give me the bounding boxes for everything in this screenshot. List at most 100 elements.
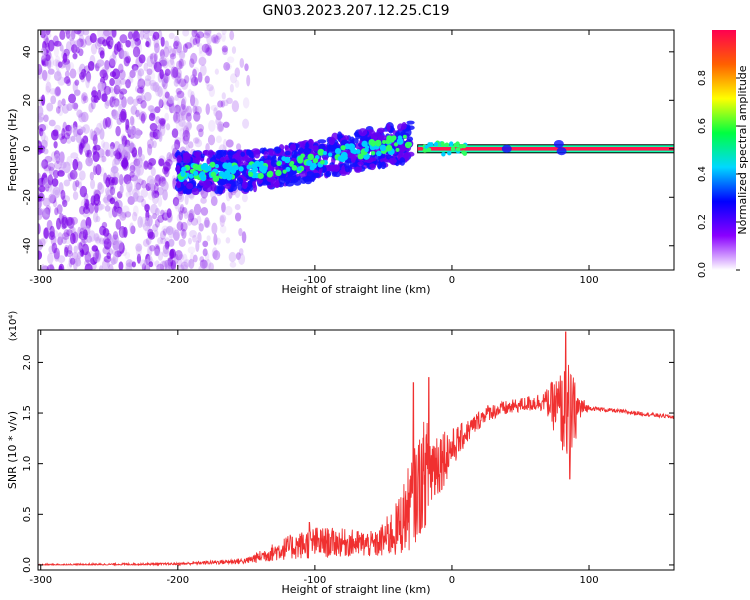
drift-band-peak (312, 157, 319, 164)
noise-speckle (147, 70, 156, 82)
noise-speckle (169, 53, 175, 66)
noise-speckle (241, 231, 247, 244)
noise-speckle (66, 229, 73, 237)
noise-speckle (41, 265, 49, 270)
drift-band-peak (306, 160, 313, 167)
drift-band-cell (304, 176, 313, 185)
noise-speckle (63, 76, 71, 84)
noise-speckle (154, 174, 162, 187)
noise-speckle (119, 88, 128, 95)
noise-speckle (244, 63, 249, 72)
noise-speckle (201, 43, 210, 53)
drift-band-cell (219, 156, 227, 163)
noise-speckle (84, 251, 92, 264)
drift-band-cell (290, 175, 299, 184)
noise-speckle (148, 105, 155, 113)
noise-speckle (51, 242, 58, 254)
noise-speckle (151, 190, 157, 199)
noise-speckle (133, 66, 138, 73)
noise-speckle (178, 206, 186, 215)
noise-speckle (133, 165, 141, 178)
noise-speckle (178, 58, 184, 69)
noise-speckle (49, 225, 55, 238)
noise-speckle (42, 71, 51, 82)
x-tick-label: -300 (29, 275, 52, 286)
noise-speckle (59, 44, 64, 52)
noise-speckle (76, 251, 82, 260)
noise-speckle (94, 252, 102, 260)
drift-band-cell (380, 135, 388, 141)
noise-speckle (139, 111, 147, 122)
drift-band-cell (246, 149, 252, 156)
carrier-onset-cell (441, 152, 446, 157)
noise-speckle (39, 127, 44, 137)
noise-speckle (190, 94, 196, 107)
noise-speckle (145, 237, 152, 246)
x-tick-label: 100 (579, 575, 598, 586)
noise-speckle (109, 197, 116, 205)
noise-speckle (198, 128, 204, 138)
noise-speckle (60, 189, 66, 200)
noise-speckle (131, 116, 136, 127)
noise-speckle (159, 118, 166, 127)
drift-band-peak (307, 153, 315, 161)
noise-speckle (66, 79, 72, 87)
drift-band-peak (361, 140, 368, 148)
noise-speckle (194, 105, 202, 115)
noise-speckle (102, 228, 110, 237)
noise-speckle (92, 162, 98, 173)
noise-speckle (104, 187, 110, 195)
carrier-line-core (417, 146, 674, 151)
noise-speckle (173, 35, 180, 48)
drift-band-cell (228, 159, 238, 164)
noise-speckle (109, 78, 115, 87)
noise-speckle (113, 84, 121, 95)
noise-speckle (212, 36, 217, 44)
noise-speckle (214, 68, 219, 75)
noise-speckle (96, 250, 101, 261)
noise-speckle (101, 140, 106, 149)
noise-speckle (124, 211, 132, 218)
noise-speckle (144, 203, 150, 213)
noise-speckle (178, 264, 185, 270)
noise-speckle (88, 102, 94, 113)
noise-speckle (78, 111, 86, 119)
noise-speckle (104, 100, 110, 110)
noise-speckle (188, 141, 194, 149)
drift-band-cell (270, 156, 275, 164)
noise-speckle (196, 215, 202, 226)
noise-speckle (182, 43, 188, 53)
noise-speckle (194, 33, 201, 44)
noise-speckle (132, 205, 139, 217)
noise-speckle (127, 126, 135, 136)
noise-speckle (246, 74, 251, 87)
drift-band-cell (191, 187, 200, 196)
colorbar-tick-label: 0.4 (697, 166, 708, 182)
drift-band-cell (226, 150, 235, 156)
noise-speckle (170, 66, 179, 78)
noise-speckle (65, 135, 72, 144)
noise-speckle (47, 68, 55, 75)
noise-speckle (192, 254, 198, 263)
noise-speckle (140, 85, 145, 96)
noise-speckle (219, 215, 225, 228)
noise-speckle (199, 64, 207, 76)
noise-speckle (69, 169, 78, 180)
drift-band-peak (310, 162, 317, 169)
noise-speckle (192, 234, 198, 243)
noise-speckle (48, 119, 56, 127)
noise-speckle (55, 217, 62, 230)
drift-band-cell (386, 123, 391, 132)
noise-speckle (89, 33, 97, 44)
drift-band-cell (397, 145, 407, 152)
figure-title: GN03.2023.207.12.25.C19 (263, 3, 450, 19)
noise-speckle (204, 30, 212, 36)
noise-speckle (161, 180, 169, 192)
noise-speckle (69, 257, 76, 265)
drift-band-cell (388, 157, 397, 165)
noise-speckle (133, 128, 142, 139)
noise-speckle (207, 44, 213, 57)
noise-speckle (136, 87, 144, 94)
noise-speckle (56, 204, 63, 215)
noise-speckle (143, 78, 152, 87)
